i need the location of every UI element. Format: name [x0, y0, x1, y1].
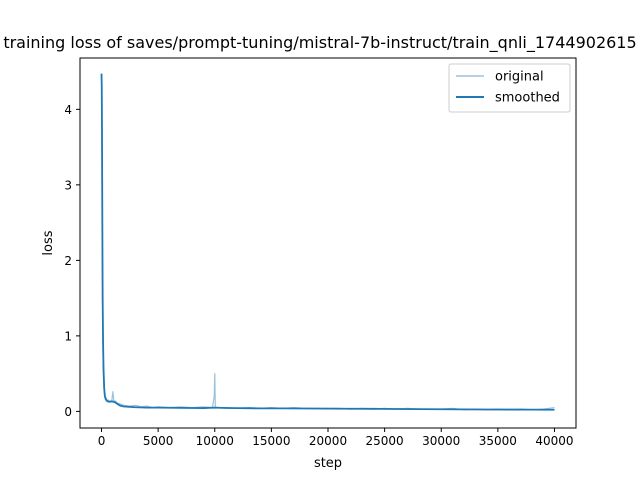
axes-layer: 0 5000 10000 15000 20000 25000 30000 35000 40000…	[64, 103, 573, 448]
chart-title: training loss of saves/prompt-tuning/mis…	[3, 33, 636, 53]
plot-frame	[79, 57, 577, 429]
x-tick-label: 0	[98, 434, 106, 448]
y-tick-label: 1	[64, 329, 72, 343]
y-tick-label: 3	[64, 178, 72, 192]
x-tick-label: 15000	[252, 434, 290, 448]
y-tick-label: 2	[64, 254, 72, 268]
x-tick-label: 25000	[366, 434, 404, 448]
y-tick-label: 4	[64, 103, 72, 117]
x-tick-label: 40000	[535, 434, 573, 448]
legend-original-label: original	[495, 70, 544, 85]
y-tick-label: 0	[64, 405, 72, 419]
x-tick-label: 20000	[309, 434, 347, 448]
x-tick-label: 35000	[479, 434, 517, 448]
series-smoothed-line	[100, 73, 555, 411]
y-axis-label: loss	[41, 230, 56, 255]
legend: original smoothed	[448, 63, 571, 113]
x-axis-label: step	[314, 456, 342, 471]
x-tick-label: 10000	[196, 434, 234, 448]
series-layer	[100, 73, 555, 411]
legend-smoothed-label: smoothed	[495, 91, 560, 106]
legend-box	[448, 63, 571, 113]
x-tick-label: 5000	[143, 434, 174, 448]
x-tick-label: 30000	[422, 434, 460, 448]
